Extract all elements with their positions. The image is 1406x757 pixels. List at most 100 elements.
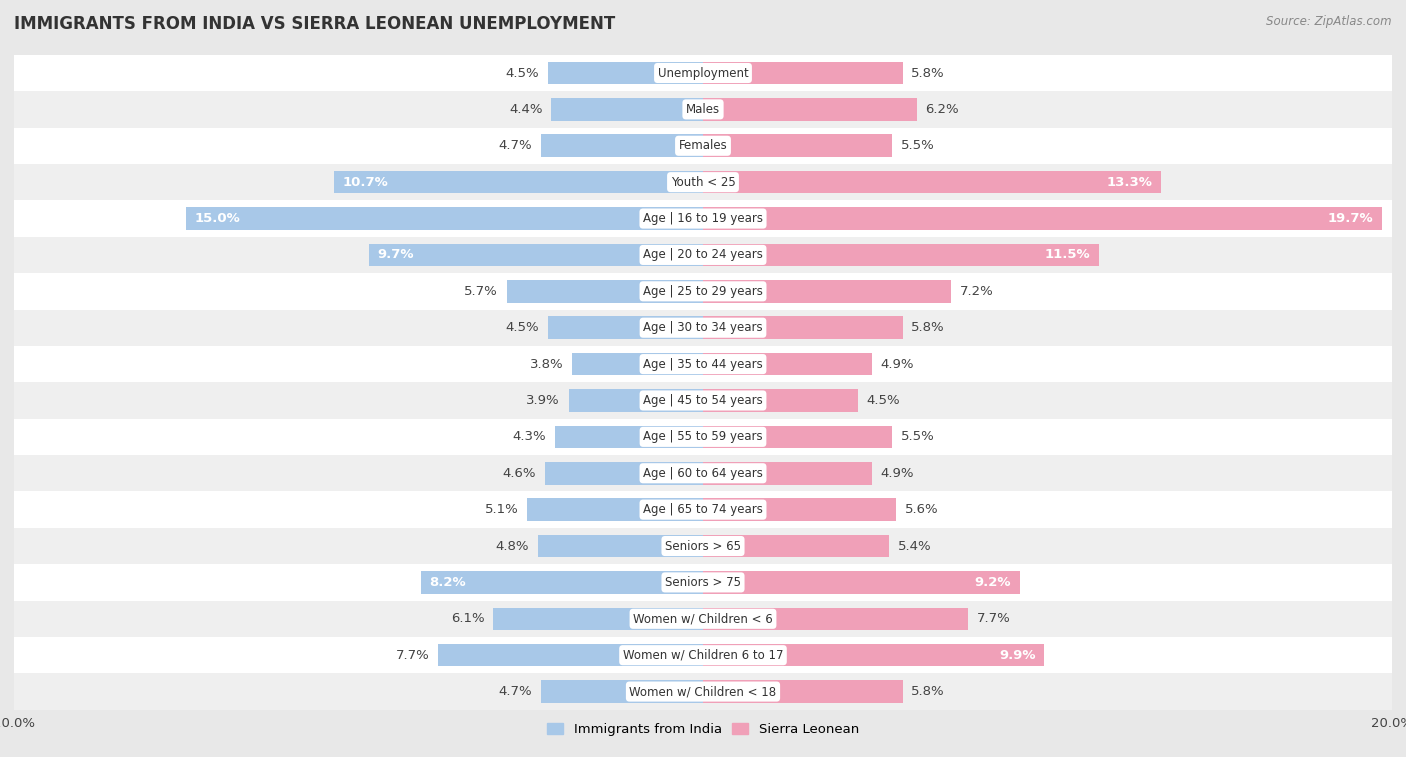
Bar [537,534,703,557]
Text: 7.7%: 7.7% [977,612,1011,625]
Text: 4.5%: 4.5% [866,394,900,407]
Text: Age | 55 to 59 years: Age | 55 to 59 years [643,431,763,444]
Text: 4.5%: 4.5% [506,321,540,334]
Text: 15.0%: 15.0% [195,212,240,225]
Text: 4.6%: 4.6% [502,467,536,480]
Text: Males: Males [686,103,720,116]
Bar [14,201,1392,237]
Bar [548,62,703,84]
Text: 5.8%: 5.8% [911,67,945,79]
Bar [548,316,703,339]
Bar [703,280,950,303]
Bar [703,98,917,120]
Text: Females: Females [679,139,727,152]
Text: 9.2%: 9.2% [974,576,1011,589]
Bar [14,455,1392,491]
Bar [541,681,703,702]
Text: 4.4%: 4.4% [509,103,543,116]
Bar [568,389,703,412]
Bar [703,244,1099,266]
Text: 5.4%: 5.4% [897,540,931,553]
Bar [703,644,1045,666]
Text: 3.9%: 3.9% [526,394,560,407]
Text: 4.9%: 4.9% [880,467,914,480]
Text: Age | 20 to 24 years: Age | 20 to 24 years [643,248,763,261]
Bar [703,353,872,375]
Bar [703,316,903,339]
Bar [703,571,1019,593]
Bar [703,498,896,521]
Text: 5.7%: 5.7% [464,285,498,298]
Bar [14,491,1392,528]
Bar [551,98,703,120]
Text: Youth < 25: Youth < 25 [671,176,735,188]
Bar [703,62,903,84]
Text: Age | 60 to 64 years: Age | 60 to 64 years [643,467,763,480]
Text: Unemployment: Unemployment [658,67,748,79]
Bar [494,608,703,630]
Bar [14,564,1392,600]
Text: Source: ZipAtlas.com: Source: ZipAtlas.com [1267,15,1392,28]
Text: 5.5%: 5.5% [901,431,935,444]
Text: 5.8%: 5.8% [911,685,945,698]
Text: IMMIGRANTS FROM INDIA VS SIERRA LEONEAN UNEMPLOYMENT: IMMIGRANTS FROM INDIA VS SIERRA LEONEAN … [14,15,616,33]
Text: Age | 45 to 54 years: Age | 45 to 54 years [643,394,763,407]
Text: Women w/ Children 6 to 17: Women w/ Children 6 to 17 [623,649,783,662]
Text: 11.5%: 11.5% [1045,248,1091,261]
Bar [703,135,893,157]
Text: 5.1%: 5.1% [485,503,519,516]
Bar [703,171,1161,194]
Bar [14,600,1392,637]
Bar [14,637,1392,674]
Text: Age | 16 to 19 years: Age | 16 to 19 years [643,212,763,225]
Bar [14,382,1392,419]
Bar [703,608,969,630]
Bar [703,425,893,448]
Text: 19.7%: 19.7% [1327,212,1374,225]
Text: Seniors > 75: Seniors > 75 [665,576,741,589]
Bar [368,244,703,266]
Bar [420,571,703,593]
Bar [437,644,703,666]
Text: Women w/ Children < 18: Women w/ Children < 18 [630,685,776,698]
Text: 6.2%: 6.2% [925,103,959,116]
Bar [14,164,1392,201]
Bar [14,674,1392,710]
Text: 4.3%: 4.3% [513,431,547,444]
Bar [14,419,1392,455]
Bar [703,462,872,484]
Bar [541,135,703,157]
Text: 13.3%: 13.3% [1107,176,1153,188]
Text: 9.9%: 9.9% [998,649,1035,662]
Bar [14,310,1392,346]
Text: 7.7%: 7.7% [395,649,429,662]
Text: Age | 25 to 29 years: Age | 25 to 29 years [643,285,763,298]
Legend: Immigrants from India, Sierra Leonean: Immigrants from India, Sierra Leonean [541,718,865,741]
Text: 4.7%: 4.7% [499,685,533,698]
Text: Age | 30 to 34 years: Age | 30 to 34 years [643,321,763,334]
Bar [14,128,1392,164]
Text: 3.8%: 3.8% [530,357,564,371]
Text: 9.7%: 9.7% [377,248,413,261]
Text: 8.2%: 8.2% [429,576,465,589]
Text: 10.7%: 10.7% [343,176,389,188]
Text: Seniors > 65: Seniors > 65 [665,540,741,553]
Text: 5.8%: 5.8% [911,321,945,334]
Text: Women w/ Children < 6: Women w/ Children < 6 [633,612,773,625]
Text: 4.8%: 4.8% [495,540,529,553]
Text: 7.2%: 7.2% [960,285,994,298]
Text: Age | 65 to 74 years: Age | 65 to 74 years [643,503,763,516]
Bar [14,91,1392,128]
Bar [14,55,1392,91]
Bar [572,353,703,375]
Text: 4.7%: 4.7% [499,139,533,152]
Bar [14,346,1392,382]
Text: 5.6%: 5.6% [904,503,938,516]
Bar [14,237,1392,273]
Text: 4.9%: 4.9% [880,357,914,371]
Bar [703,681,903,702]
Bar [14,273,1392,310]
Text: 6.1%: 6.1% [451,612,484,625]
Text: 5.5%: 5.5% [901,139,935,152]
Bar [186,207,703,230]
